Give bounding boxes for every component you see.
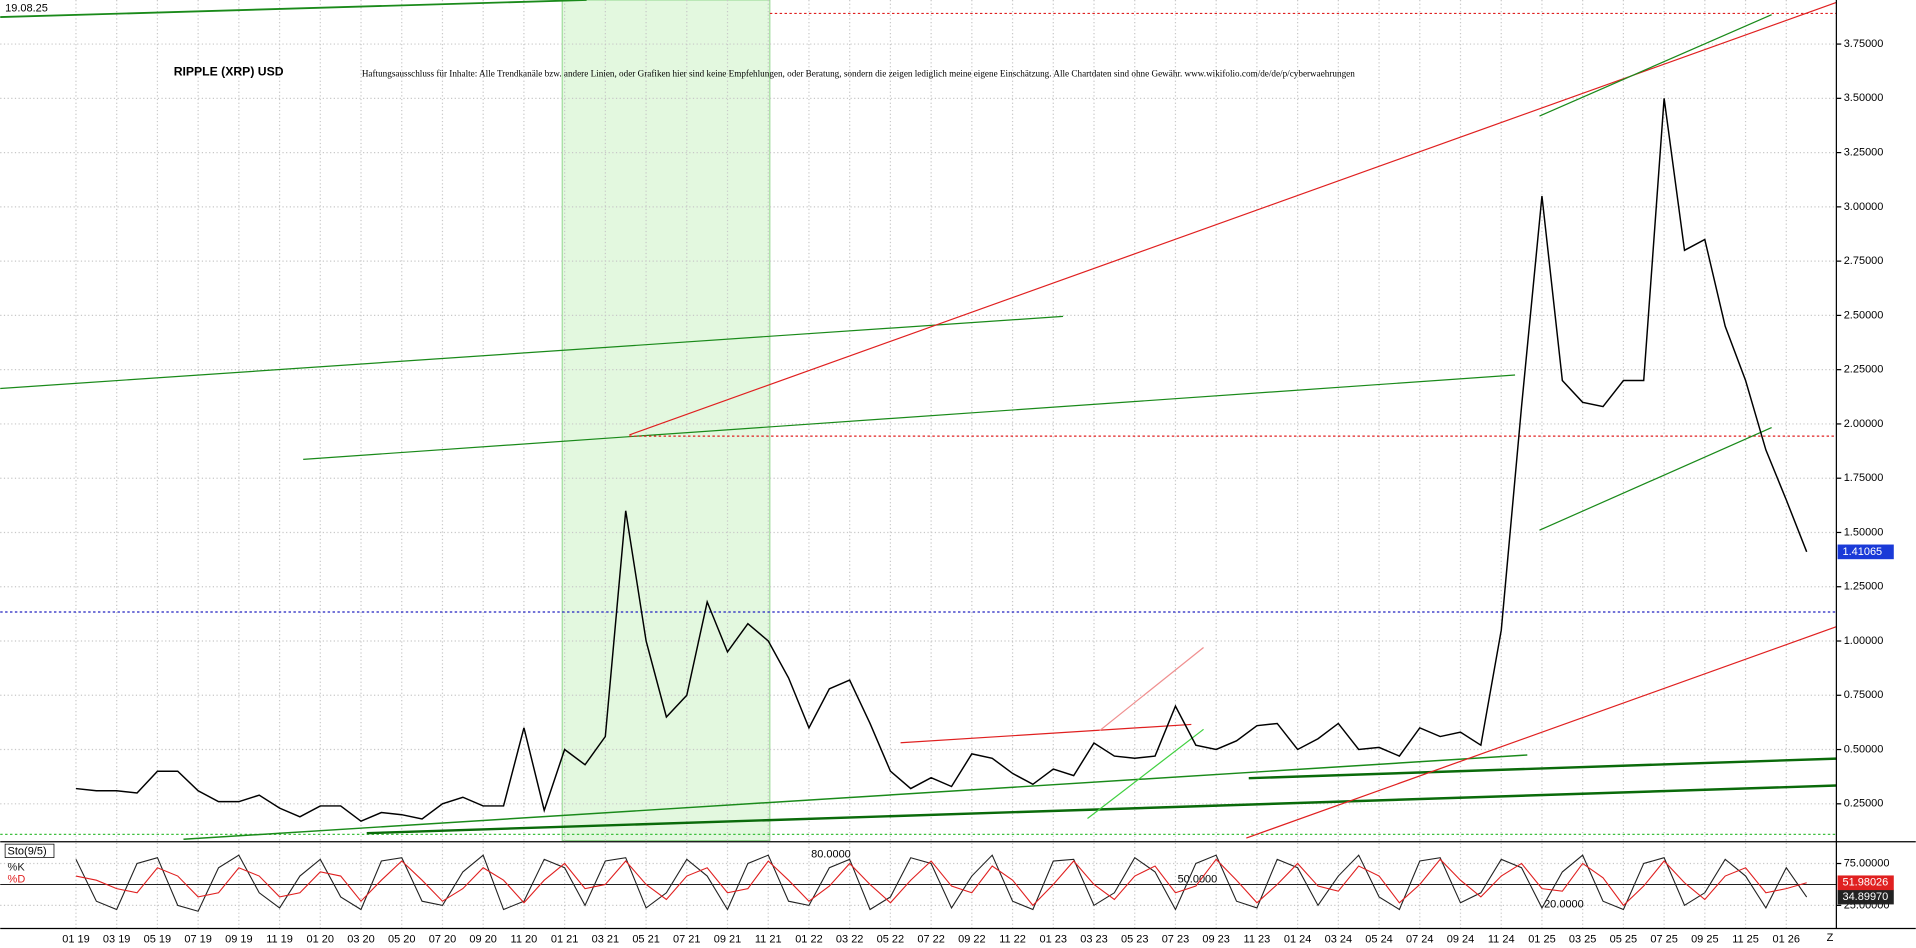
last-value-label: 51.98026 [1842, 877, 1888, 889]
legend-entry: %K [8, 861, 26, 873]
trend-line [1539, 14, 1772, 117]
trend-line [366, 784, 1837, 835]
x-tick-label: 11 24 [1488, 933, 1515, 945]
x-tick-label: 05 22 [877, 933, 905, 945]
x-tick-label: 07 22 [917, 933, 945, 945]
y-tick-label: 3.75000 [1844, 38, 1884, 50]
last-value-label: 1.41065 [1842, 546, 1882, 558]
x-tick-label: 05 23 [1121, 933, 1149, 945]
x-tick-label: 11 22 [999, 933, 1026, 945]
y-tick-label: 0.25000 [1844, 798, 1884, 810]
y-tick-label: 1.75000 [1844, 472, 1884, 484]
last-value-box [1837, 544, 1894, 560]
chart-subtitle: Haftungsausschluss für Inhalte: Alle Tre… [362, 69, 1355, 79]
trend-line [1539, 427, 1772, 531]
x-tick-label: 11 25 [1732, 933, 1759, 945]
x-tick-label: 03 19 [103, 933, 130, 945]
chart-title: RIPPLE (XRP) USD [174, 64, 284, 78]
y-tick-label: 2.75000 [1844, 255, 1884, 267]
x-end-label: Z [1827, 932, 1834, 944]
trend-line [183, 754, 1528, 841]
level-label: 50.0000 [1178, 873, 1218, 885]
y-tick-label: 0.75000 [1844, 689, 1884, 701]
x-tick-label: 07 21 [673, 933, 701, 945]
y-tick-label: 3.50000 [1844, 92, 1884, 104]
y-tick-label: 1.50000 [1844, 526, 1884, 538]
y-tick-label: 0.50000 [1844, 743, 1884, 755]
trend-line [1087, 728, 1204, 819]
level-label: 20.0000 [1544, 899, 1584, 911]
x-tick-label: 09 22 [958, 933, 986, 945]
x-tick-label: 05 19 [144, 933, 172, 945]
x-tick-label: 03 24 [1325, 933, 1352, 945]
trend-line [0, 0, 587, 19]
trend-line [1246, 626, 1837, 839]
y-tick-label: 2.00000 [1844, 418, 1884, 430]
x-tick-label: 05 25 [1610, 933, 1637, 945]
last-value-box [1837, 889, 1894, 905]
x-tick-label: 11 23 [1244, 933, 1271, 945]
x-tick-label: 09 23 [1202, 933, 1230, 945]
x-tick-label: 03 23 [1080, 933, 1108, 945]
x-tick-label: 09 25 [1691, 933, 1719, 945]
x-tick-label: 05 24 [1365, 933, 1392, 945]
x-tick-label: 11 21 [755, 933, 782, 945]
series-line [75, 858, 1807, 907]
x-tick-label: 01 21 [551, 933, 579, 945]
y-tick-label: 75.00000 [1844, 857, 1890, 869]
indicator-box [4, 843, 55, 858]
trend-line [0, 315, 1064, 390]
y-tick-label: 2.25000 [1844, 364, 1884, 376]
last-value-box [1837, 875, 1894, 891]
plot: 80.0000 50.0000 20.0000 [0, 98, 1837, 912]
series-line [75, 854, 1808, 912]
last-value-label: 34.89970 [1842, 891, 1888, 903]
x-tick-label: 07 19 [184, 933, 211, 945]
x-tick-label: 11 19 [266, 933, 293, 945]
x-tick-label: 03 20 [347, 933, 375, 945]
indicator-title: Sto(9/5) [8, 845, 47, 857]
x-tick-label: 09 20 [469, 933, 497, 945]
x-tick-label: 05 21 [632, 933, 660, 945]
x-tick-label: 01 22 [795, 933, 823, 945]
x-tick-label: 07 20 [429, 933, 457, 945]
y-tick-label: 1.25000 [1844, 581, 1884, 593]
x-tick-label: 03 21 [592, 933, 620, 945]
y-tick-label: 3.00000 [1844, 201, 1884, 213]
series-line [75, 98, 1808, 823]
y-tick-label: 3.25000 [1844, 147, 1884, 159]
x-tick-label: 03 22 [836, 933, 864, 945]
trend-line [303, 374, 1516, 460]
x-tick-label: 01 24 [1284, 933, 1312, 945]
trend-line [1099, 646, 1204, 732]
trend-line [900, 723, 1192, 744]
x-tick-label: 01 20 [307, 933, 335, 945]
axis-background [1836, 0, 1916, 948]
x-tick-label: 03 25 [1569, 933, 1596, 945]
x-tick-label: 01 25 [1528, 933, 1555, 945]
grid [0, 0, 1837, 929]
level-label: 80.0000 [811, 848, 851, 860]
highlight-zone [561, 0, 771, 841]
x-tick-label: 05 20 [388, 933, 416, 945]
x-tick-label: 01 26 [1773, 933, 1800, 945]
y-tick-label: 2.50000 [1844, 309, 1884, 321]
x-tick-label: 07 23 [1162, 933, 1190, 945]
x-tick-label: 07 24 [1406, 933, 1433, 945]
x-tick-label: 07 25 [1650, 933, 1678, 945]
x-tick-label: 09 19 [225, 933, 252, 945]
x-tick-label: 11 20 [511, 933, 538, 945]
x-tick-label: 01 19 [62, 933, 90, 945]
x-tick-label: 09 21 [714, 933, 742, 945]
trend-line [1248, 757, 1837, 780]
y-tick-label: 1.00000 [1844, 635, 1884, 647]
x-tick-label: 09 24 [1447, 933, 1474, 945]
x-tick-label: 01 23 [1040, 933, 1068, 945]
date-label: 19.08.25 [5, 2, 48, 14]
legend-entry: %D [8, 873, 26, 885]
trend-lines [0, 0, 1837, 841]
